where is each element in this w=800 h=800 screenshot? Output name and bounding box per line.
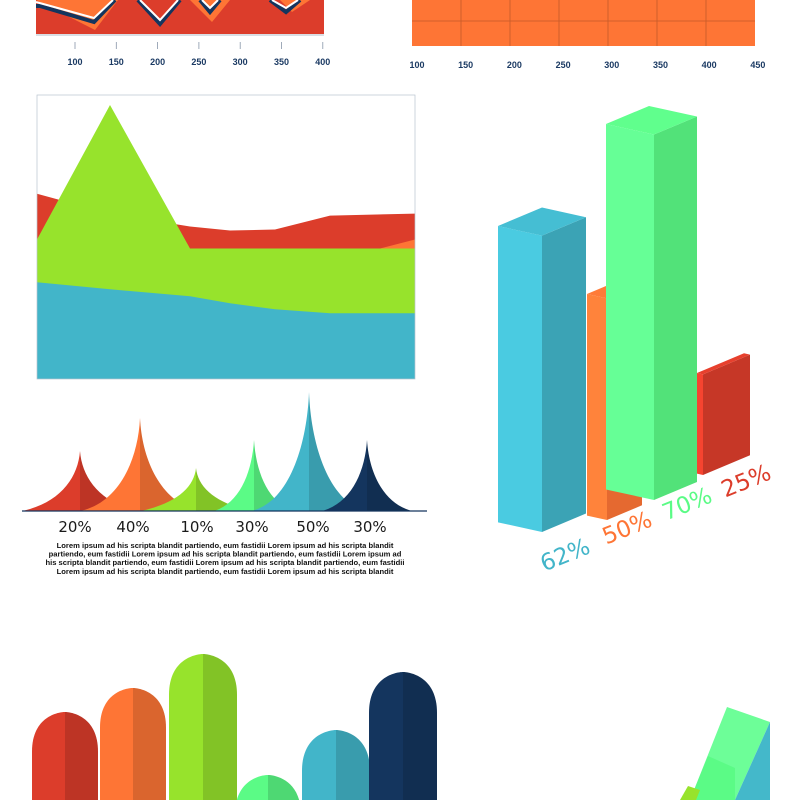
- grid-chart: 100 150 200 250 300 350 400 450: [409, 0, 765, 70]
- peak-6-right: [367, 440, 412, 511]
- bar3d-2-front: [587, 294, 607, 520]
- zigzag-tick-label: 400: [315, 57, 330, 67]
- caption-line: Lorem ipsum ad his scripta blandit parti…: [57, 541, 394, 550]
- rounded-bar-2-left: [100, 688, 133, 800]
- bar3d-4-side: [703, 354, 750, 475]
- grid-tick-label: 400: [702, 60, 717, 70]
- peak-5-right: [309, 392, 367, 511]
- caption-line: Lorem ipsum ad his scripta blandit parti…: [57, 567, 394, 576]
- grid-tick-label: 100: [409, 60, 424, 70]
- rounded-bar-3-left: [169, 654, 203, 800]
- grid-tick-label: 150: [458, 60, 473, 70]
- peak-6-left: [322, 440, 367, 511]
- zigzag-tick-label: 100: [67, 57, 82, 67]
- grid-tick-label: 200: [507, 60, 522, 70]
- peak-3-right: [196, 468, 251, 511]
- rounded-bar-6-left: [369, 672, 403, 800]
- bar3d-3-side: [654, 116, 697, 500]
- stacked-area-chart: [36, 94, 416, 380]
- grid-orange-block: [412, 0, 755, 46]
- bar3d-percent-label: 62%: [537, 534, 594, 577]
- zigzag-chart: 100 150 200 250 300 350 400: [35, 0, 330, 67]
- peak-percent-label: 10%: [180, 518, 213, 536]
- peak-percent-label: 20%: [58, 518, 91, 536]
- corner-3d-fragment: [680, 707, 770, 800]
- bar3d-chart: 62%50%70%25%: [498, 105, 775, 577]
- grid-tick-label: 250: [556, 60, 571, 70]
- bar3d-1-side: [542, 217, 586, 532]
- rounded-bar-5-right: [336, 730, 370, 800]
- bar3d-3-top: [606, 105, 697, 135]
- caption-line: partiendo, eum fastidii Lorem ipsum ad h…: [49, 550, 402, 559]
- zigzag-tick-label: 150: [109, 57, 124, 67]
- rounded-bar-2-right: [133, 688, 166, 800]
- peak-percent-label: 40%: [116, 518, 149, 536]
- bar3d-4-top: [697, 353, 750, 375]
- stacked-area-frame: [36, 94, 416, 380]
- peak-4-left: [214, 440, 254, 511]
- bar3d-4-front: [697, 373, 703, 475]
- peak-1-left: [22, 451, 80, 511]
- rounded-bar-6-right: [403, 672, 437, 800]
- peak-chart: 20% 40% 10% 30% 50% 30% Lorem ipsum ad his sc…: [22, 392, 427, 576]
- zigzag-tick-label: 350: [274, 57, 289, 67]
- rounded-bar-chart: [32, 654, 437, 800]
- zigzag-tick-label: 250: [191, 57, 206, 67]
- rounded-bar-4-left: [235, 775, 268, 800]
- bar3d-1-top: [498, 207, 586, 236]
- peak-percent-label: 30%: [353, 518, 386, 536]
- rounded-bar-1-right: [65, 712, 98, 800]
- bar3d-3-front: [606, 124, 654, 500]
- zigzag-white-highlight: [35, 0, 299, 22]
- rounded-bar-3-right: [203, 654, 237, 800]
- caption-line: his scripta blandit partiendo, eum fasti…: [45, 558, 404, 567]
- peak-1-right: [80, 451, 138, 511]
- area-series-teal: [37, 282, 415, 379]
- peak-2-left: [80, 418, 140, 511]
- rounded-bar-5-left: [302, 730, 336, 800]
- peak-4-right: [254, 440, 294, 511]
- corner-block-side: [735, 722, 770, 800]
- rounded-bar-1-left: [32, 712, 65, 800]
- peak-percent-label: 50%: [296, 518, 329, 536]
- bar3d-percent-label: 25%: [718, 460, 775, 503]
- grid-tick-label: 350: [653, 60, 668, 70]
- zigzag-tick-label: 300: [233, 57, 248, 67]
- peak-percent-label: 30%: [235, 518, 268, 536]
- bar3d-1-front: [498, 226, 542, 532]
- corner-block-front: [690, 756, 735, 800]
- grid-tick-label: 300: [604, 60, 619, 70]
- peak-3-left: [141, 468, 196, 511]
- grid-tick-label: 450: [750, 60, 765, 70]
- peak-2-right: [140, 418, 200, 511]
- corner-block-lime: [680, 786, 700, 800]
- peak-5-left: [251, 392, 309, 511]
- rounded-bar-4-right: [268, 775, 301, 800]
- zigzag-tick-label: 200: [150, 57, 165, 67]
- zigzag-navy-outline: [36, 0, 302, 28]
